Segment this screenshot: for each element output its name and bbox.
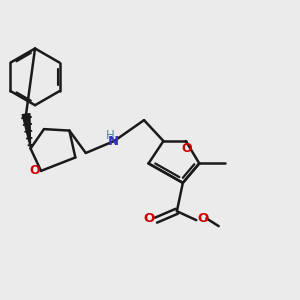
Text: O: O bbox=[182, 142, 192, 155]
Text: O: O bbox=[29, 164, 40, 177]
Text: H: H bbox=[106, 129, 115, 142]
Text: O: O bbox=[197, 212, 208, 225]
Polygon shape bbox=[22, 114, 31, 148]
Text: O: O bbox=[144, 212, 155, 226]
Text: N: N bbox=[108, 134, 119, 148]
